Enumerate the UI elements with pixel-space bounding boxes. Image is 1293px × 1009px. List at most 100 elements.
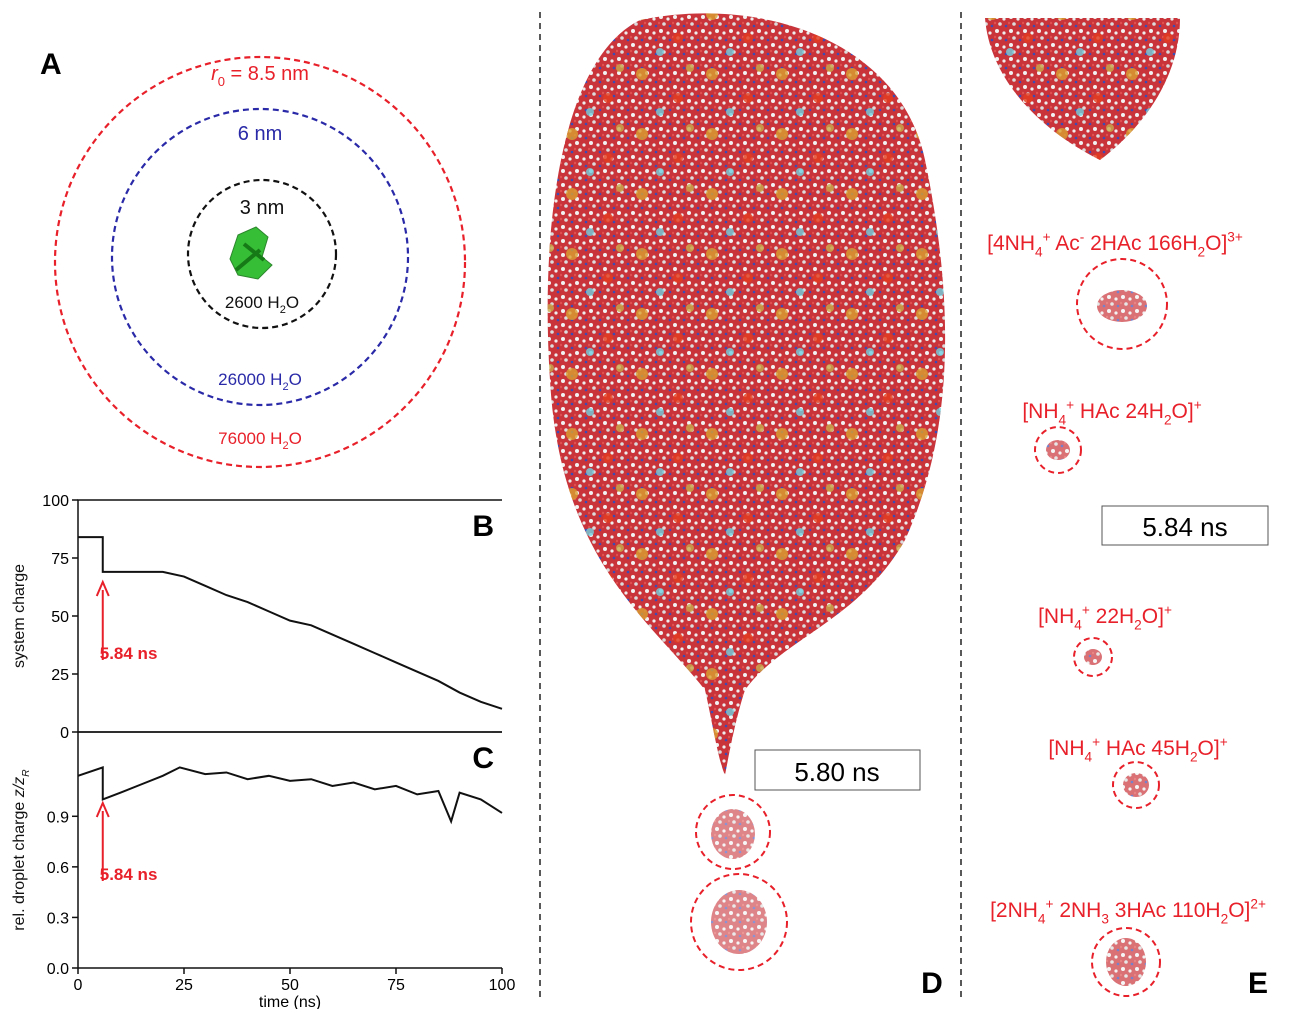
panel-letter: D <box>921 967 943 1000</box>
droplet-e <box>985 18 1180 986</box>
text-segment: HAc 24H <box>1074 400 1164 423</box>
text-segment: 2 <box>282 381 288 393</box>
text-segment: 3 <box>1101 911 1109 926</box>
rich-text: 26000 H2O <box>218 370 302 393</box>
text-segment: 2 <box>280 304 286 316</box>
droplet-d <box>547 13 946 954</box>
text-segment: 2 <box>1221 911 1229 926</box>
text-segment: 22H <box>1090 605 1134 628</box>
panel-letter: B <box>472 510 494 543</box>
arrow-head <box>95 800 110 818</box>
rich-text: r0 = 8.5 nm <box>211 63 309 89</box>
text-segment: [4NH <box>987 232 1035 255</box>
text-segment: r <box>211 63 219 85</box>
text-segment: 26000 H <box>218 370 282 389</box>
text-segment: 4 <box>1085 749 1093 764</box>
y-tick-label: 25 <box>51 667 69 684</box>
x-axis-label: time (ns) <box>259 994 321 1009</box>
text-segment: [NH <box>1038 605 1074 628</box>
text-segment: + <box>1164 603 1172 618</box>
text-segment: system charge <box>11 564 28 668</box>
text-segment: + <box>1092 735 1100 750</box>
time-box <box>754 749 921 791</box>
x-tick-label: 25 <box>175 977 193 994</box>
text-segment: 4 <box>1074 617 1082 632</box>
y-tick-label: 0.3 <box>47 910 69 927</box>
annotation: 5.84 ns <box>100 865 158 884</box>
text-segment: 6 nm <box>238 123 282 145</box>
text-segment: + <box>1046 897 1054 912</box>
x-tick-label: 100 <box>489 977 516 994</box>
rich-text: [NH4+ HAc 45H2O]+ <box>1048 735 1227 765</box>
text-segment: 4 <box>1035 244 1043 259</box>
text-segment: [NH <box>1022 400 1058 423</box>
text-segment: O <box>286 293 299 312</box>
annotation: 5.84 ns <box>100 644 158 663</box>
text-segment: + <box>1066 398 1074 413</box>
text-segment: - <box>1080 230 1085 245</box>
text-segment: 2 <box>1190 749 1198 764</box>
text-segment: 2+ <box>1250 897 1266 912</box>
y-tick-label: 0.9 <box>47 809 69 826</box>
text-segment: 2 <box>1134 617 1142 632</box>
rich-text: [NH4+ HAc 24H2O]+ <box>1022 398 1201 428</box>
y-tick-label: 50 <box>51 609 69 626</box>
text-segment: + <box>1082 603 1090 618</box>
text-segment: 2 <box>282 440 288 452</box>
text-segment: 0 <box>218 74 225 89</box>
text-segment: [NH <box>1048 737 1084 760</box>
text-segment: O] <box>1228 899 1250 922</box>
size-circle <box>110 107 410 407</box>
text-segment: O] <box>1142 605 1164 628</box>
panel-letter: E <box>1248 967 1268 1000</box>
text-segment: 2NH <box>1053 899 1101 922</box>
text-segment: HAc 45H <box>1100 737 1190 760</box>
text-segment: + <box>1194 398 1202 413</box>
text-segment: O] <box>1205 232 1227 255</box>
rich-text: [2NH4+ 2NH3 3HAc 110H2O]2+ <box>990 897 1266 927</box>
y-tick-label: 0.0 <box>47 961 69 978</box>
text-segment: O <box>289 370 302 389</box>
text-segment: 4 <box>1059 412 1067 427</box>
text-segment: 2 <box>1164 412 1172 427</box>
rich-text: rel. droplet charge z/zR <box>11 769 32 931</box>
axis-frame <box>77 499 502 733</box>
data-line <box>78 536 503 710</box>
rich-text: [4NH4+ Ac- 2HAc 166H2O]3+ <box>987 230 1243 260</box>
axis-frame <box>77 731 502 969</box>
size-circle <box>53 55 467 469</box>
time-label: 5.80 ns <box>794 757 879 787</box>
text-segment: 2HAc 166H <box>1084 232 1197 255</box>
text-segment: O] <box>1172 400 1194 423</box>
text-segment: 2 <box>1198 244 1206 259</box>
y-tick-label: 0.6 <box>47 860 69 877</box>
text-segment: + <box>1043 230 1051 245</box>
text-segment: Ac <box>1051 232 1080 255</box>
text-segment: + <box>1220 735 1228 750</box>
rich-text: 6 nm <box>238 123 282 145</box>
size-circle <box>186 178 338 330</box>
x-tick-label: 75 <box>387 977 405 994</box>
y-tick-label: 0 <box>60 725 69 742</box>
rich-text: 3 nm <box>240 197 284 219</box>
text-segment: 76000 H <box>218 429 282 448</box>
panel-letter: C <box>472 742 494 775</box>
y-tick-label: 100 <box>42 493 69 510</box>
arrow-head <box>95 579 110 597</box>
text-segment: 4 <box>1038 911 1046 926</box>
rich-text: 2600 H2O <box>225 293 299 316</box>
text-segment: rel. droplet charge <box>11 797 28 930</box>
panel-letter: A <box>40 48 62 81</box>
text-segment: = 8.5 nm <box>225 63 309 85</box>
text-segment: 3HAc 110H <box>1109 899 1221 922</box>
cluster-circles <box>690 258 1168 997</box>
rich-text: 76000 H2O <box>218 429 302 452</box>
time-box <box>1101 505 1269 546</box>
text-segment: 3+ <box>1227 230 1243 245</box>
text-segment: 3 nm <box>240 197 284 219</box>
text-segment: O] <box>1198 737 1220 760</box>
text-segment: R <box>21 769 32 777</box>
y-tick-label: 75 <box>51 551 69 568</box>
rich-text: [NH4+ 22H2O]+ <box>1038 603 1172 633</box>
